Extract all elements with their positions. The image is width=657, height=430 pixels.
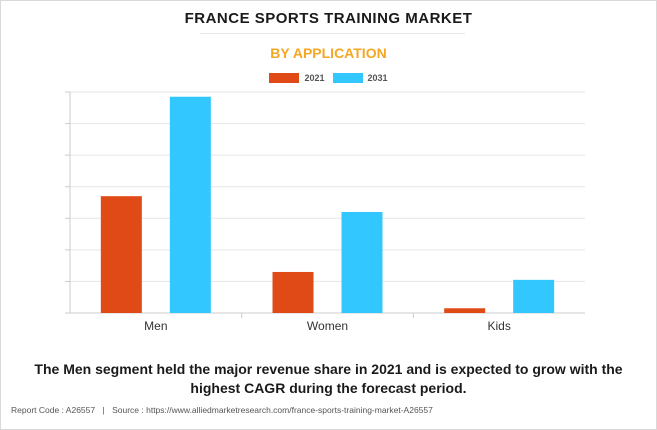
legend: 2021 2031 [0, 73, 657, 83]
legend-item-2031: 2031 [332, 73, 388, 83]
footer: Report Code : A26557 | Source : https://… [11, 405, 433, 415]
legend-item-2021: 2021 [269, 73, 325, 83]
x-tick-label: Kids [487, 319, 510, 333]
bar-women-2031 [341, 211, 383, 313]
source-link[interactable]: Source : https://www.alliedmarketresearc… [112, 405, 433, 415]
title-divider [200, 33, 465, 34]
bar-men-2031 [169, 96, 211, 313]
bar-women-2021 [272, 271, 314, 313]
x-tick-label: Women [307, 319, 348, 333]
bar-chart: Men Women Kids [65, 91, 585, 333]
bar-men-2021 [100, 196, 142, 313]
chart-subtitle: BY APPLICATION [270, 45, 387, 61]
legend-swatch-2021 [269, 73, 300, 83]
x-tick-label: Men [144, 319, 167, 333]
report-code: Report Code : A26557 [11, 405, 96, 415]
legend-swatch-2031 [332, 73, 363, 83]
legend-label-2021: 2021 [304, 73, 325, 83]
key-takeaway: The Men segment held the major revenue s… [34, 361, 623, 396]
bar-kids-2031 [513, 279, 555, 313]
bar-kids-2021 [444, 308, 486, 313]
chart-title: FRANCE SPORTS TRAINING MARKET [184, 10, 473, 27]
footer-separator: | [102, 405, 105, 415]
legend-label-2031: 2031 [367, 73, 388, 83]
